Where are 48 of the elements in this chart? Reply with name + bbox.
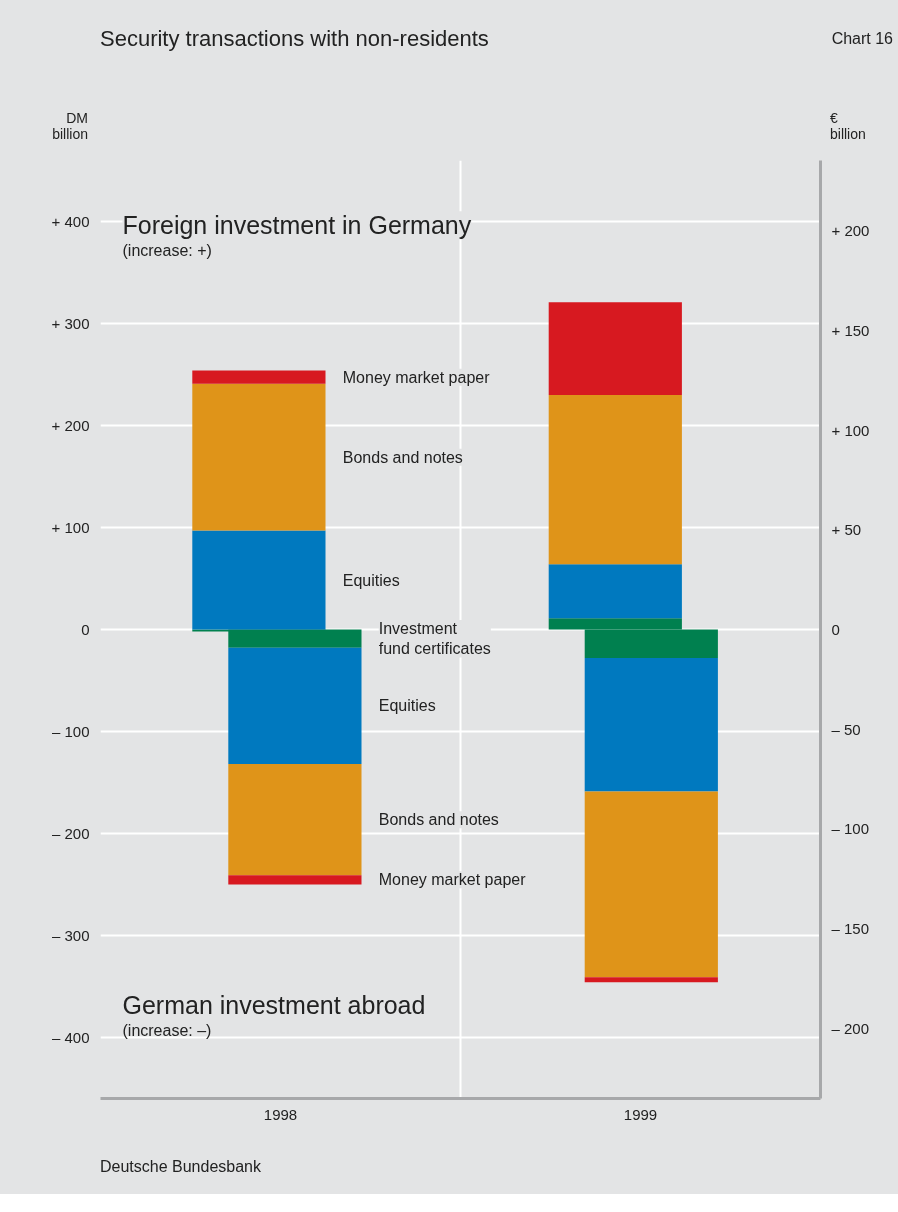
y2-tick-label: – 100 xyxy=(831,820,870,838)
series-label: Money market paper xyxy=(342,368,491,386)
y2-tick-label: 0 xyxy=(831,621,840,638)
bar xyxy=(584,791,718,978)
y-tick-label: + 200 xyxy=(51,417,90,435)
caption: Chart 16 xyxy=(831,30,893,49)
bar xyxy=(584,977,718,983)
y2-tick-label: + 200 xyxy=(831,222,870,240)
text: Money market paper xyxy=(378,871,526,889)
y2-tick-label: + 100 xyxy=(831,421,870,439)
y-tick-label: + 400 xyxy=(51,213,90,231)
annotation: (increase: +) xyxy=(122,242,212,260)
text: Deutsche Bundesbank xyxy=(100,1158,261,1177)
y-tick-label: – 200 xyxy=(51,824,90,842)
y-tick-label: – 400 xyxy=(51,1028,90,1046)
bar xyxy=(584,658,718,792)
x-tick-label: 1998 xyxy=(263,1105,298,1123)
bar xyxy=(228,875,362,885)
annotation: (increase: –) xyxy=(122,1021,212,1039)
bar xyxy=(192,530,326,630)
bar xyxy=(228,764,362,876)
bar xyxy=(548,564,682,619)
bar xyxy=(228,647,362,765)
y-tick-label: – 100 xyxy=(51,722,90,740)
text: Bonds and notes xyxy=(378,811,499,829)
x-tick-label: 1999 xyxy=(623,1105,658,1123)
y2-tick-label: – 50 xyxy=(831,720,861,738)
text: Equities xyxy=(378,697,436,715)
y-axis-title: DM billion xyxy=(52,110,88,143)
bar xyxy=(548,395,682,565)
y-tick-label: + 100 xyxy=(51,519,90,537)
y-tick-label: + 300 xyxy=(51,315,90,333)
y2-tick-label: + 150 xyxy=(831,321,870,339)
series-label: Bonds and notes xyxy=(342,448,463,466)
series-label: Equities xyxy=(342,571,400,589)
bar xyxy=(548,302,682,395)
y2-axis-title: € billion xyxy=(830,110,866,143)
y-tick-label: 0 xyxy=(81,621,90,638)
annotation: German investment abroad xyxy=(122,990,426,1019)
annotation: Foreign investment in Germany xyxy=(122,211,472,240)
series-label: Investment fund certificates xyxy=(378,619,491,658)
y2-tick-label: – 150 xyxy=(831,920,870,938)
y-tick-label: – 300 xyxy=(51,926,90,944)
y2-tick-label: – 200 xyxy=(831,1019,870,1037)
bar xyxy=(192,370,326,384)
y2-tick-label: + 50 xyxy=(831,521,862,539)
bar xyxy=(192,383,326,531)
chart-title: Security transactions with non-residents xyxy=(100,26,489,52)
